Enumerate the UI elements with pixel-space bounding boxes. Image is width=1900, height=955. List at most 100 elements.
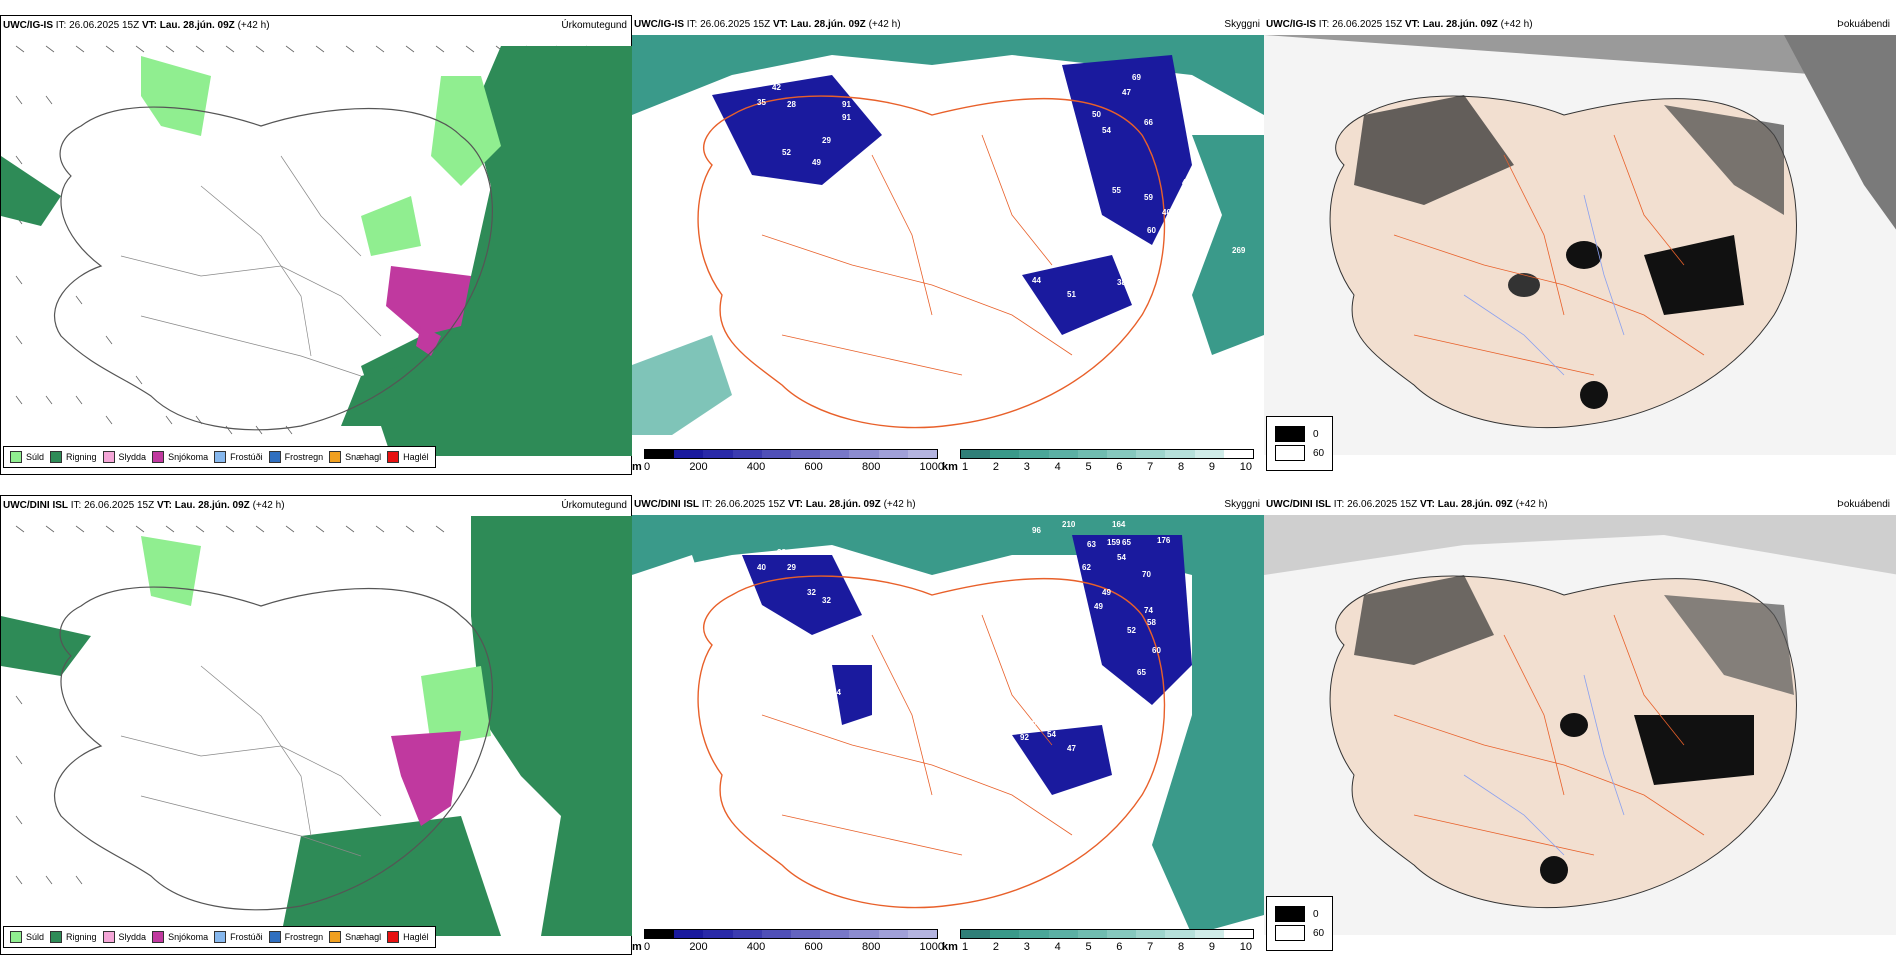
- svg-text:34: 34: [832, 688, 841, 697]
- svg-text:40: 40: [857, 293, 866, 302]
- legend-item: Frostregn: [268, 931, 323, 943]
- panel-title: Úrkomutegund: [561, 20, 627, 31]
- panel-header: UWC/DINI ISL IT: 26.06.2025 15Z VT: Lau.…: [1266, 499, 1548, 510]
- svg-text:159: 159: [1107, 538, 1121, 547]
- svg-text:62: 62: [1082, 563, 1091, 572]
- panel-title: Skyggni: [1224, 499, 1260, 510]
- legend-item: Snjókoma: [152, 931, 208, 943]
- svg-text:47: 47: [1122, 88, 1131, 97]
- height-ticks: 0 200 400 600 800 1000: [644, 941, 944, 953]
- svg-text:40: 40: [1162, 208, 1171, 217]
- legend-item: Haglél: [387, 451, 429, 463]
- svg-text:58: 58: [1147, 618, 1156, 627]
- svg-text:52: 52: [782, 148, 791, 157]
- svg-text:28: 28: [902, 263, 911, 272]
- height-colorbar: [644, 929, 938, 939]
- distance-colorbar: [960, 929, 1254, 939]
- legend-item: Rigning: [50, 451, 97, 463]
- legend-item: Frostregn: [268, 451, 323, 463]
- svg-text:55: 55: [882, 138, 891, 147]
- precip-legend: Súld Rigning Slydda Snjókoma Frostúði Fr…: [3, 446, 436, 468]
- svg-text:91: 91: [842, 100, 851, 109]
- svg-text:59: 59: [952, 258, 961, 267]
- svg-text:49: 49: [692, 258, 701, 267]
- svg-text:53: 53: [812, 238, 821, 247]
- fog-panel-dini: UWC/DINI ISL IT: 26.06.2025 15Z VT: Lau.…: [1264, 495, 1900, 955]
- distance-colorbar: [960, 449, 1254, 459]
- svg-text:65: 65: [1137, 668, 1146, 677]
- svg-text:50: 50: [848, 748, 857, 757]
- svg-text:40: 40: [757, 563, 766, 572]
- svg-text:52: 52: [892, 153, 901, 162]
- svg-text:51: 51: [1067, 290, 1076, 299]
- legend-item: Haglél: [387, 931, 429, 943]
- svg-text:45: 45: [892, 616, 901, 625]
- svg-text:269: 269: [1232, 246, 1246, 255]
- svg-text:55: 55: [1112, 186, 1121, 195]
- svg-text:35: 35: [757, 98, 766, 107]
- svg-text:75: 75: [1132, 698, 1141, 707]
- svg-text:34: 34: [867, 176, 876, 185]
- legend-item: Frostúði: [214, 931, 263, 943]
- panel-header: UWC/IG-IS IT: 26.06.2025 15Z VT: Lau. 28…: [634, 19, 901, 30]
- svg-text:41: 41: [1182, 178, 1191, 187]
- svg-text:242: 242: [1032, 58, 1046, 67]
- map-area[interactable]: 242 69 47 42 35 28 91 91 50 54 66 29 55 …: [632, 35, 1264, 455]
- svg-text:29: 29: [787, 563, 796, 572]
- svg-text:40: 40: [807, 193, 816, 202]
- svg-text:69: 69: [792, 698, 801, 707]
- legend-item: Snæhagl: [329, 451, 381, 463]
- map-area[interactable]: [1, 516, 633, 936]
- fog-key: 0 60: [1266, 416, 1334, 471]
- precip-legend: Súld Rigning Slydda Snjókoma Frostúði Fr…: [3, 926, 436, 948]
- svg-text:96: 96: [1032, 526, 1041, 535]
- svg-text:18: 18: [1007, 186, 1016, 195]
- svg-text:63: 63: [1087, 540, 1096, 549]
- map-area[interactable]: [1264, 35, 1896, 455]
- visibility-colorbars: m 0 200 400 600 800 1000 km 1 2 3 4 5 6 7 8 9 10: [632, 447, 1264, 475]
- fog-panel-igis: UWC/IG-IS IT: 26.06.2025 15Z VT: Lau. 28…: [1264, 15, 1900, 475]
- map-area[interactable]: [1, 36, 633, 456]
- legend-item: Súld: [10, 931, 44, 943]
- panel-title: Þokuábendi: [1837, 19, 1890, 30]
- svg-text:54: 54: [1102, 126, 1111, 135]
- legend-item: Rigning: [50, 931, 97, 943]
- svg-text:38: 38: [777, 548, 786, 557]
- svg-text:65: 65: [1122, 538, 1131, 547]
- svg-text:210: 210: [1062, 520, 1076, 529]
- svg-text:49: 49: [1102, 588, 1111, 597]
- svg-text:129: 129: [952, 708, 966, 717]
- precip-panel-igis: UWC/IG-IS IT: 26.06.2025 15Z VT: Lau. 28…: [0, 15, 633, 475]
- svg-text:164: 164: [1112, 520, 1126, 529]
- precip-panel-dini: UWC/DINI ISL IT: 26.06.2025 15Z VT: Lau.…: [0, 495, 633, 955]
- svg-text:70: 70: [1142, 570, 1151, 579]
- legend-item: Snæhagl: [329, 931, 381, 943]
- svg-text:29: 29: [822, 136, 831, 145]
- svg-text:47: 47: [1067, 744, 1076, 753]
- visibility-panel-igis: UWC/IG-IS IT: 26.06.2025 15Z VT: Lau. 28…: [632, 15, 1264, 475]
- svg-text:54: 54: [1047, 730, 1056, 739]
- height-ticks: 0 200 400 600 800 1000: [644, 461, 944, 473]
- map-area[interactable]: [1264, 515, 1896, 935]
- svg-text:28: 28: [787, 100, 796, 109]
- map-area[interactable]: 96 210 164 176 63 159 65 38 40 29 32 32 …: [632, 515, 1264, 935]
- svg-text:59: 59: [1144, 193, 1153, 202]
- svg-text:44: 44: [1032, 276, 1041, 285]
- panel-title: Úrkomutegund: [561, 500, 627, 511]
- svg-text:32: 32: [822, 596, 831, 605]
- svg-text:92: 92: [1020, 733, 1029, 742]
- legend-item: Slydda: [102, 451, 146, 463]
- svg-text:42: 42: [772, 83, 781, 92]
- legend-item: Súld: [10, 451, 44, 463]
- distance-ticks: 1 2 3 4 5 6 7 8 9 10: [962, 941, 1252, 953]
- svg-text:38: 38: [1112, 728, 1121, 737]
- svg-text:49: 49: [812, 158, 821, 167]
- svg-text:49: 49: [1094, 602, 1103, 611]
- svg-text:74: 74: [1144, 606, 1153, 615]
- svg-text:91: 91: [842, 113, 851, 122]
- svg-text:38: 38: [1117, 278, 1126, 287]
- visibility-colorbars: m 0 200 400 600 800 1000 km 1 2 3 4 5 6 7 8 9 10: [632, 927, 1264, 955]
- panel-header: UWC/DINI ISL IT: 26.06.2025 15Z VT: Lau.…: [634, 499, 916, 510]
- svg-text:33: 33: [832, 263, 841, 272]
- panel-header: UWC/DINI ISL IT: 26.06.2025 15Z VT: Lau.…: [3, 500, 285, 511]
